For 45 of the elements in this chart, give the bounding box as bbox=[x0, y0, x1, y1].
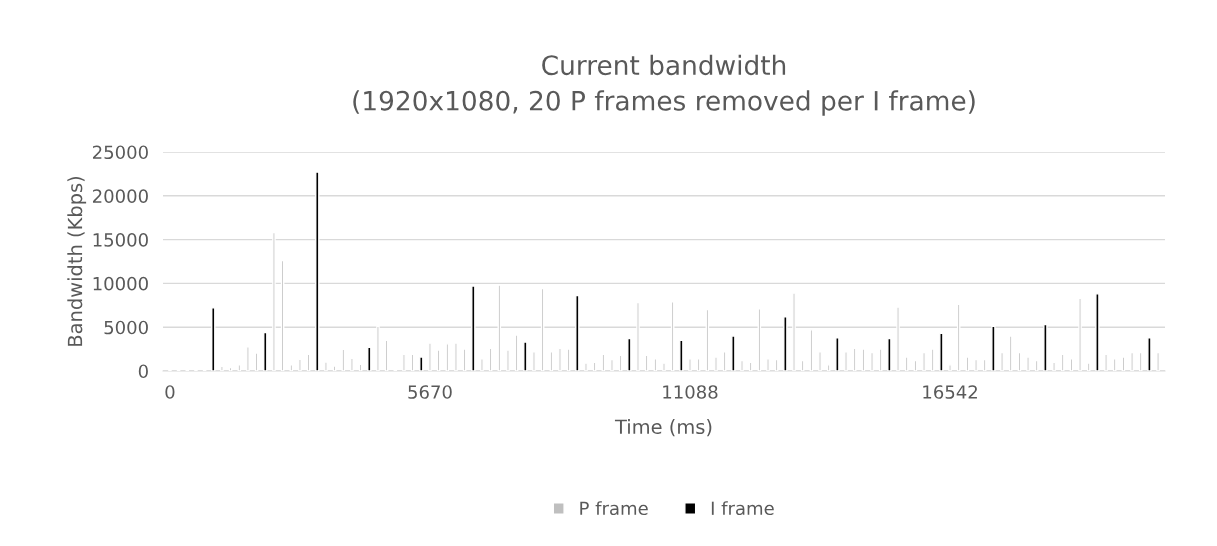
bar bbox=[263, 331, 268, 371]
bar bbox=[315, 171, 320, 371]
bar bbox=[367, 346, 372, 371]
bar bbox=[211, 307, 216, 371]
bar bbox=[904, 356, 909, 371]
bar bbox=[575, 294, 580, 371]
x-axis-title: Time (ms) bbox=[614, 419, 712, 437]
bar bbox=[289, 363, 294, 371]
x-tick-label: 0 bbox=[165, 385, 175, 399]
bar bbox=[887, 337, 892, 371]
y-tick-label: 5000 bbox=[104, 320, 148, 335]
y-tick-label: 10000 bbox=[93, 276, 148, 291]
bar bbox=[939, 332, 944, 371]
bar bbox=[471, 285, 476, 371]
bar bbox=[835, 337, 840, 371]
bar bbox=[332, 365, 337, 371]
x-tick-label: 16542 bbox=[923, 385, 977, 399]
y-tick-label: 15000 bbox=[93, 233, 148, 247]
bar bbox=[731, 335, 736, 371]
chart-title: Current bandwidth (1920x1080, 20 P frames removed per I frame) bbox=[353, 54, 975, 116]
y-tick-label: 25000 bbox=[93, 145, 148, 160]
bar bbox=[1086, 362, 1091, 371]
bar bbox=[965, 356, 970, 371]
bar bbox=[627, 337, 632, 371]
x-tick-label: 11088 bbox=[663, 385, 718, 399]
bar bbox=[419, 356, 424, 371]
bar bbox=[679, 339, 684, 371]
bar bbox=[991, 325, 996, 371]
bar bbox=[1095, 293, 1100, 371]
y-tick-label: 0 bbox=[138, 364, 148, 379]
y-tick-label: 20000 bbox=[93, 189, 148, 203]
bar bbox=[228, 366, 233, 371]
bar bbox=[237, 363, 242, 371]
legend-label: I frame bbox=[711, 501, 774, 516]
x-tick-label: 5670 bbox=[408, 385, 452, 399]
bar bbox=[1112, 358, 1117, 371]
bar bbox=[1138, 351, 1143, 371]
bar bbox=[783, 315, 788, 371]
legend-label: P frame bbox=[580, 501, 648, 516]
y-axis-title: Bandwidth (Kbps) bbox=[67, 176, 87, 346]
bar bbox=[1043, 323, 1048, 371]
bar bbox=[1121, 356, 1126, 371]
bar bbox=[826, 364, 831, 371]
bar bbox=[1147, 337, 1152, 371]
bar bbox=[523, 341, 528, 371]
